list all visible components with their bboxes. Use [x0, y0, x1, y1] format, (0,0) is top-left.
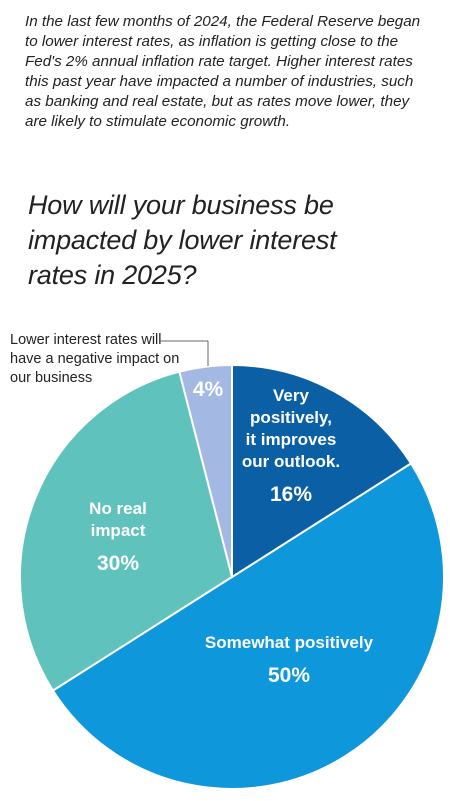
- slice-category-label: Very: [273, 386, 309, 405]
- slice-value-label: 4%: [193, 378, 224, 401]
- pie-slice-0: [231, 363, 413, 579]
- slice-value-label: 16%: [270, 483, 312, 506]
- pie-slice-1: [51, 462, 446, 790]
- slice-value-label: 50%: [268, 664, 310, 687]
- slice-category-label: No real: [89, 499, 147, 518]
- slice-category-label: positively,: [250, 408, 332, 427]
- pie-slice-label-3: 4%: [193, 378, 224, 401]
- intro-paragraph: In the last few months of 2024, the Fede…: [25, 13, 421, 130]
- slice-category-label: it improves: [246, 430, 337, 449]
- pie-slice-2: [18, 370, 234, 692]
- pie-slice-label-1: Somewhat positively 50%: [205, 633, 374, 687]
- slice-category-label: Somewhat positively: [205, 633, 374, 652]
- slice-value-label: 30%: [97, 552, 139, 575]
- slice-category-label: impact: [91, 521, 146, 540]
- negative-impact-callout: Lower interest rates will have a negativ…: [10, 332, 180, 386]
- pie-slice-label-0: Very positively, it improves our outlook. 16…: [242, 386, 340, 506]
- chart-title: How will your business be impacted by lo…: [28, 190, 337, 290]
- pie-slice-label-2: No real impact 30%: [89, 499, 147, 575]
- slice-category-label: our outlook.: [242, 452, 340, 471]
